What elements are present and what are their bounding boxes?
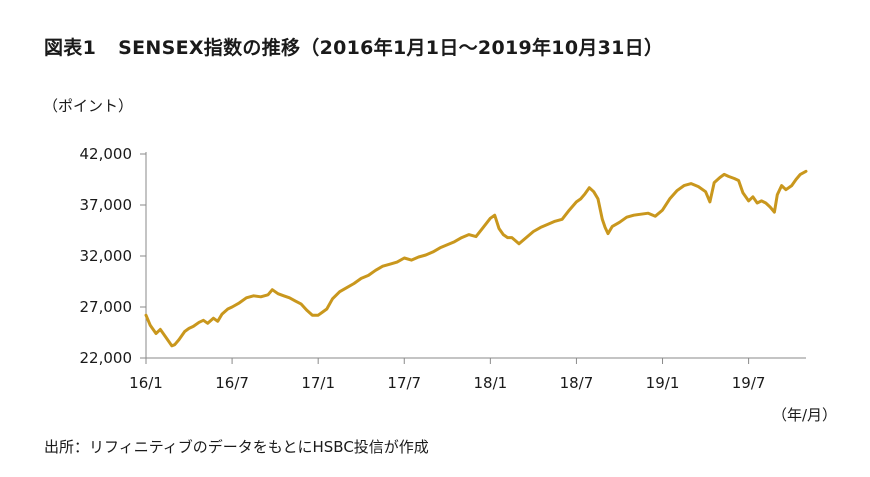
chart-title: 図表1 SENSEX指数の推移（2016年1月1日～2019年10月31日）: [44, 33, 663, 60]
x-tick-label: 16/7: [215, 374, 249, 392]
x-tick-label: 17/1: [301, 374, 335, 392]
y-tick-label: 22,000: [80, 349, 133, 367]
x-tick-label: 17/7: [387, 374, 421, 392]
x-tick-label: 19/7: [732, 374, 766, 392]
y-axis-unit-label: （ポイント）: [43, 97, 134, 115]
y-axis: 22,000 27,000 32,000 37,000 42,000: [80, 145, 147, 367]
figure-label: 図表1: [44, 37, 97, 59]
series-layer: [144, 169, 808, 348]
x-axis-unit-label: （年/月）: [772, 406, 838, 424]
x-tick-label: 18/7: [560, 374, 594, 392]
y-tick-label: 37,000: [80, 196, 133, 214]
source-note: 出所：リフィニティブのデータをもとにHSBC投信が作成: [44, 438, 429, 456]
y-tick-label: 42,000: [80, 145, 133, 163]
x-axis: 16/1 16/7 17/1 17/7 18/1 18/7 19/1 19/7: [129, 357, 806, 392]
series-line-sensex: [144, 169, 808, 348]
figure-title: SENSEX指数の推移（2016年1月1日～2019年10月31日）: [118, 37, 664, 59]
y-tick-label: 32,000: [80, 247, 133, 265]
x-tick-label: 19/1: [646, 374, 680, 392]
x-tick-label: 18/1: [474, 374, 508, 392]
x-tick-label: 16/1: [129, 374, 163, 392]
y-tick-label: 27,000: [80, 298, 133, 316]
